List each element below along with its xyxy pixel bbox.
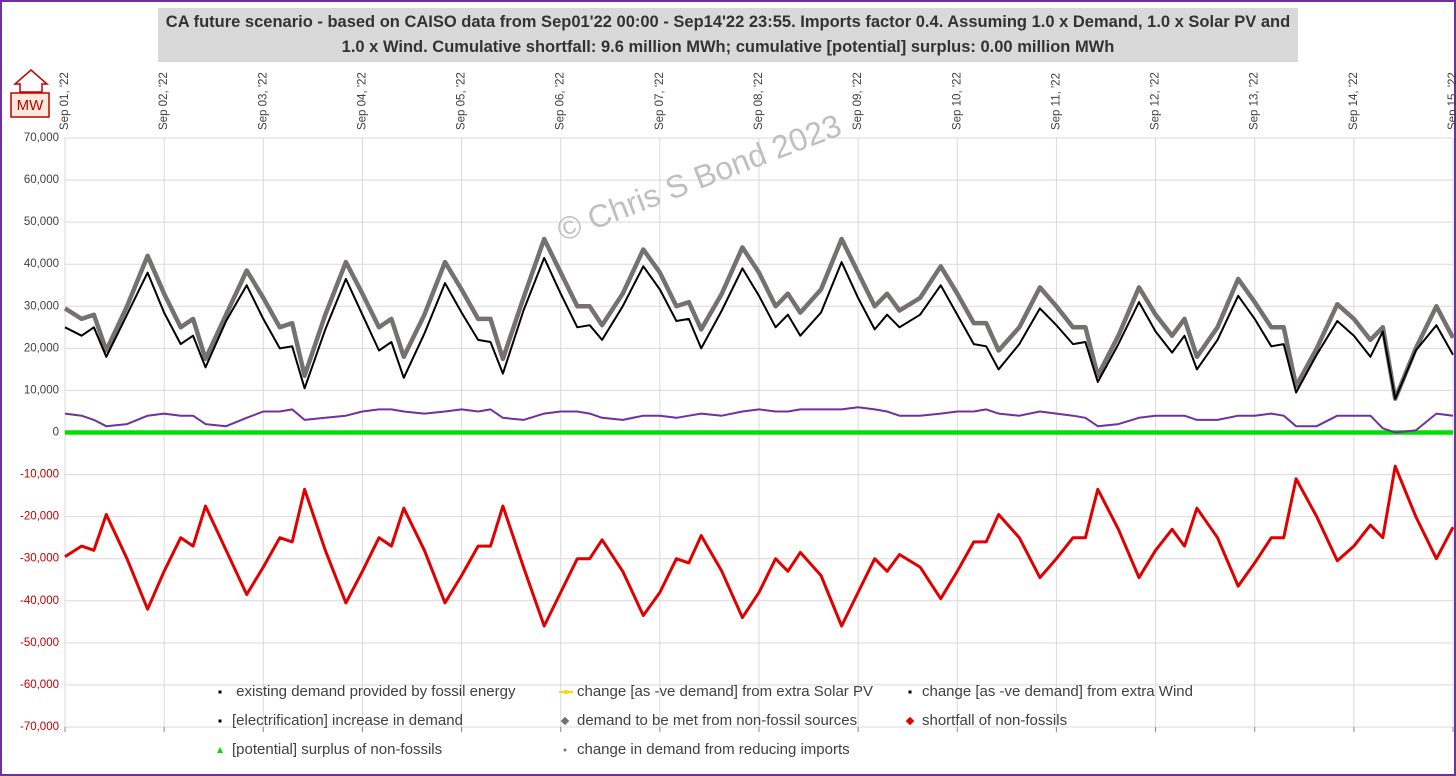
legend-marker bbox=[905, 716, 915, 726]
x-tick-label: Sep 07, '22 bbox=[654, 72, 666, 130]
x-tick-label: Sep 09, '22 bbox=[852, 72, 864, 130]
legend-label: change in demand from reducing imports bbox=[577, 741, 850, 758]
legend-marker bbox=[908, 690, 912, 694]
legend-item: shortfall of non-fossils bbox=[905, 712, 1067, 729]
legend-label: existing demand provided by fossil energ… bbox=[232, 683, 516, 700]
y-tick-label: 10,000 bbox=[24, 384, 59, 396]
legend-label: [electrification] increase in demand bbox=[232, 712, 463, 729]
legend-label: shortfall of non-fossils bbox=[922, 712, 1067, 729]
y-tick-label: -60,000 bbox=[20, 679, 59, 691]
legend-marker bbox=[560, 716, 570, 726]
x-tick-label: Sep 15, '22 bbox=[1447, 72, 1456, 130]
x-tick-label: Sep 13, '22 bbox=[1249, 72, 1261, 130]
y-tick-label: -10,000 bbox=[20, 469, 59, 481]
legend-item: existing demand provided by fossil energ… bbox=[218, 683, 516, 700]
y-tick-label: -50,000 bbox=[20, 637, 59, 649]
legend-marker bbox=[564, 690, 568, 694]
series-line bbox=[64, 256, 1454, 400]
legend-item: [potential] surplus of non-fossils bbox=[217, 741, 442, 758]
legend-label: change [as -ve demand] from extra Solar … bbox=[577, 683, 873, 700]
legend-marker bbox=[218, 719, 222, 723]
legend-item: change [as -ve demand] from extra Solar … bbox=[559, 683, 873, 700]
legend-marker bbox=[563, 748, 567, 752]
legend-label: change [as -ve demand] from extra Wind bbox=[922, 683, 1193, 700]
y-tick-label: 20,000 bbox=[24, 342, 59, 354]
x-tick-label: Sep 05, '22 bbox=[456, 72, 468, 130]
y-tick-label: 60,000 bbox=[24, 174, 59, 186]
chart-title: CA future scenario - based on CAISO data… bbox=[158, 8, 1298, 62]
legend-item: demand to be met from non-fossil sources bbox=[560, 712, 857, 729]
unit-label: MW bbox=[17, 97, 44, 114]
x-tick-label: Sep 08, '22 bbox=[753, 72, 765, 130]
legend-item: [electrification] increase in demand bbox=[218, 712, 463, 729]
y-tick-label: -20,000 bbox=[20, 511, 59, 523]
series-line bbox=[64, 464, 1455, 628]
y-tick-label: -30,000 bbox=[20, 553, 59, 565]
y-tick-label: 70,000 bbox=[24, 132, 59, 144]
unit-icon: MW bbox=[10, 69, 50, 118]
legend-marker bbox=[217, 747, 223, 753]
y-tick-label: -40,000 bbox=[20, 595, 59, 607]
x-tick-label: Sep 10, '22 bbox=[951, 72, 963, 130]
x-tick-label: Sep 12, '22 bbox=[1150, 72, 1162, 130]
x-tick-label: Sep 03, '22 bbox=[257, 72, 269, 130]
y-tick-label: -70,000 bbox=[20, 721, 59, 733]
x-tick-label: Sep 04, '22 bbox=[356, 72, 368, 130]
legend-item: change [as -ve demand] from extra Wind bbox=[908, 683, 1193, 700]
x-tick-label: Sep 11, '22 bbox=[1050, 73, 1062, 130]
x-tick-label: Sep 06, '22 bbox=[555, 72, 567, 130]
legend-item: change in demand from reducing imports bbox=[563, 741, 850, 758]
y-tick-label: 40,000 bbox=[24, 258, 59, 270]
series-line bbox=[64, 406, 1454, 434]
legend-label: demand to be met from non-fossil sources bbox=[577, 712, 857, 729]
y-tick-label: 50,000 bbox=[24, 216, 59, 228]
legend-marker bbox=[218, 690, 222, 694]
y-tick-label: 0 bbox=[53, 427, 59, 439]
x-tick-label: Sep 01, '22 bbox=[59, 72, 71, 130]
legend-label: [potential] surplus of non-fossils bbox=[232, 741, 442, 758]
x-tick-label: Sep 14, '22 bbox=[1348, 72, 1360, 130]
series-line bbox=[63, 236, 1455, 402]
x-tick-label: Sep 02, '22 bbox=[158, 72, 170, 130]
y-tick-label: 30,000 bbox=[24, 300, 59, 312]
